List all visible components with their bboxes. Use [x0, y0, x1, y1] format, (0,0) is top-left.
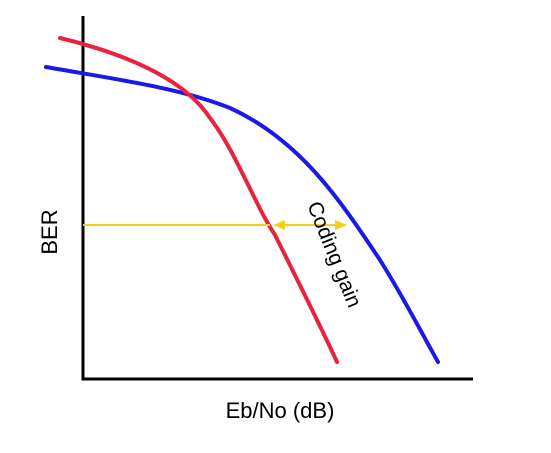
coded-ber-curve — [58, 36, 339, 364]
coding-gain-arrow — [273, 220, 347, 230]
coding-gain-label: Coding gain — [302, 198, 365, 311]
x-axis-label: Eb/No (dB) — [226, 398, 335, 423]
arrowhead-right — [335, 220, 347, 230]
arrowhead-left — [273, 220, 285, 230]
y-axis-label: BER — [37, 209, 62, 254]
uncoded-ber-curve — [44, 65, 440, 364]
